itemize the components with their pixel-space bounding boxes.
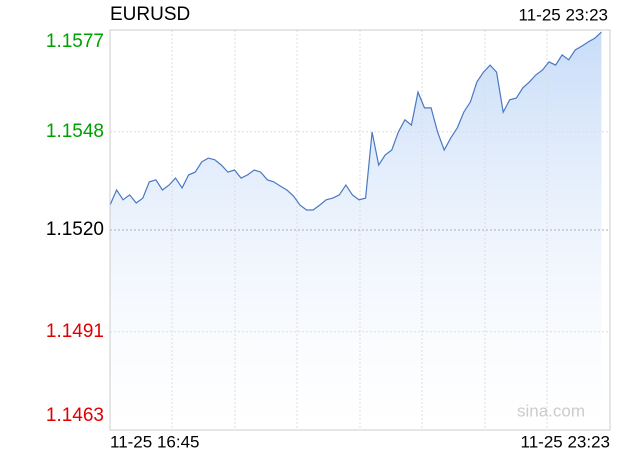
y-tick-label: 1.1491 xyxy=(46,321,104,342)
line xyxy=(109,31,602,211)
y-tick-label: 1.1520 xyxy=(46,219,104,240)
chart-title: EURUSD xyxy=(110,4,190,25)
x-tick-label: 11-25 23:23 xyxy=(521,432,610,451)
y-tick-label: 1.1548 xyxy=(46,121,104,142)
watermark: sina.com xyxy=(517,401,585,420)
time: 11-25 23:23 xyxy=(519,5,608,24)
y-tick-label: 1.1577 xyxy=(46,31,104,52)
y-tick-label: 1.1463 xyxy=(46,405,104,426)
x-tick-label: 11-25 16:45 xyxy=(110,432,199,451)
area xyxy=(110,32,602,430)
plot-border xyxy=(109,29,611,431)
